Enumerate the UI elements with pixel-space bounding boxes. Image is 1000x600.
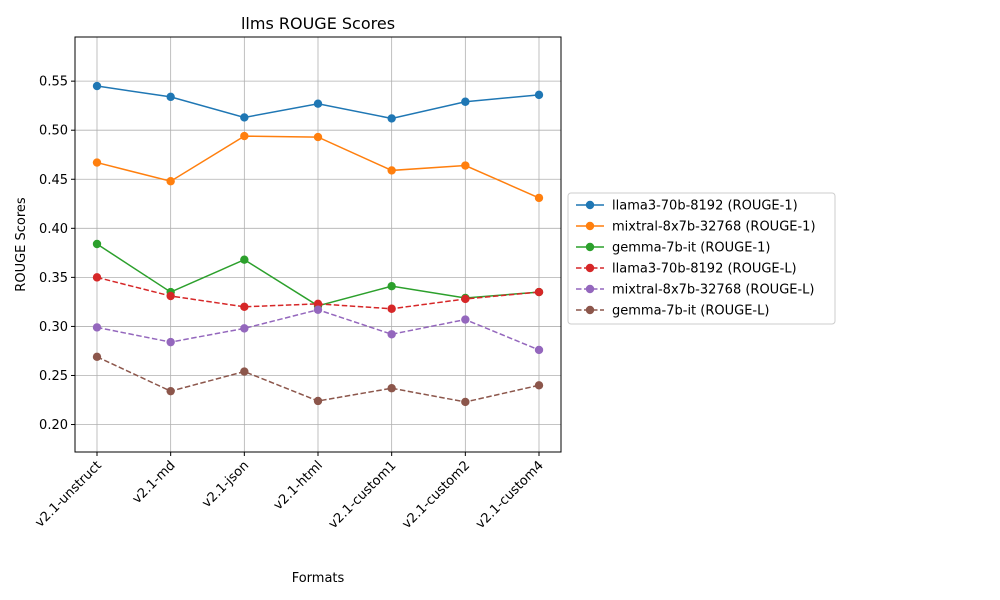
legend-marker (585, 284, 595, 294)
data-point (166, 92, 175, 102)
data-point (313, 299, 323, 309)
legend-label: llama3-70b-8192 (ROUGE-L) (612, 262, 797, 277)
legend-label: gemma-7b-it (ROUGE-1) (612, 241, 770, 256)
data-point (166, 337, 175, 347)
legend-label: gemma-7b-it (ROUGE-L) (612, 304, 769, 319)
x-tick-label: v2.1-custom4 (473, 458, 547, 532)
data-point (534, 287, 544, 297)
legend-marker (585, 221, 595, 231)
x-tick-label: v2.1-md (130, 458, 179, 507)
data-point (387, 304, 396, 313)
y-tick-label: 0.40 (39, 222, 68, 237)
data-point (461, 397, 470, 407)
legend-label: mixtral-8x7b-32768 (ROUGE-1) (612, 220, 816, 235)
x-tick-label: v2.1-html (271, 458, 326, 513)
y-tick-label: 0.35 (39, 271, 68, 286)
data-point (387, 281, 396, 291)
legend-label: mixtral-8x7b-32768 (ROUGE-L) (612, 283, 815, 298)
data-point (313, 305, 323, 314)
x-tick-label: v2.1-unstruct (33, 458, 105, 530)
chart-title: llms ROUGE Scores (241, 14, 395, 33)
data-point (461, 315, 470, 324)
legend-marker (585, 242, 595, 252)
data-point (387, 166, 396, 175)
data-point (240, 113, 249, 122)
data-point (92, 273, 102, 282)
data-point (92, 81, 102, 91)
legend-marker (585, 305, 595, 315)
legend-label: llama3-70b-8192 (ROUGE-1) (612, 199, 798, 214)
y-tick-label: 0.55 (39, 75, 68, 90)
data-point (92, 158, 102, 167)
data-point (387, 384, 396, 393)
data-point (92, 239, 102, 249)
legend-marker (585, 263, 595, 273)
data-point (92, 352, 102, 362)
y-axis-label: ROUGE Scores (14, 197, 29, 292)
data-point (240, 324, 249, 333)
data-point (166, 177, 175, 186)
x-tick-label: v2.1-custom2 (399, 458, 473, 532)
y-tick-label: 0.25 (39, 369, 68, 384)
x-axis-ticks: v2.1-unstruct v2.1-md v2.1-json v2.1-html v2… (33, 452, 547, 532)
x-axis-label: Formats (292, 571, 345, 586)
legend-frame (567, 192, 836, 325)
data-point (240, 255, 249, 264)
data-point (313, 396, 323, 406)
data-point (166, 386, 175, 396)
data-point (534, 90, 544, 100)
data-point (166, 291, 175, 301)
y-axis-ticks: 0.20 0.25 0.30 0.35 0.40 0.45 0.50 0.55 (39, 75, 75, 433)
legend-marker (585, 200, 595, 210)
y-tick-label: 0.30 (39, 320, 68, 335)
x-tick-label: v2.1-json (199, 458, 252, 511)
data-point (313, 99, 323, 108)
data-point (313, 132, 323, 142)
data-point (461, 161, 470, 170)
y-tick-label: 0.20 (39, 418, 68, 433)
data-point (534, 381, 544, 390)
data-point (240, 302, 249, 311)
series-group (92, 81, 544, 407)
y-tick-label: 0.50 (39, 124, 68, 139)
data-point (387, 114, 396, 123)
legend: llama3-70b-8192 (ROUGE-1) mixtral-8x7b-32… (567, 192, 836, 325)
data-point (461, 294, 470, 304)
y-tick-label: 0.45 (39, 173, 68, 188)
data-point (461, 97, 470, 106)
x-tick-label: v2.1-custom1 (326, 458, 400, 532)
data-point (92, 323, 102, 332)
data-point (534, 193, 544, 203)
data-point (534, 345, 544, 355)
data-point (240, 131, 249, 141)
data-point (240, 367, 249, 376)
data-point (387, 330, 396, 339)
